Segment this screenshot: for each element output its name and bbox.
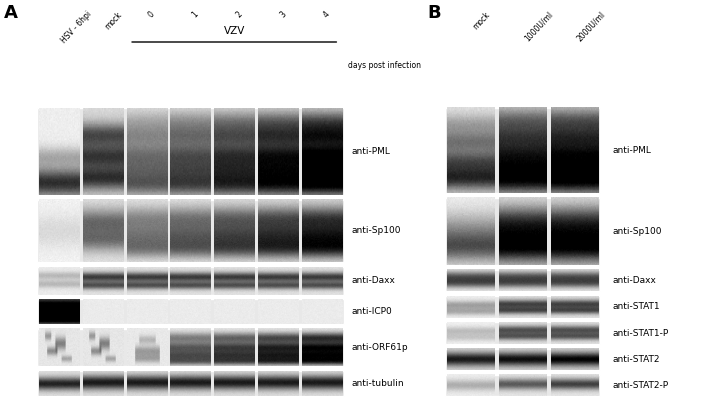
Bar xyxy=(37,200,343,262)
Text: anti-STAT2: anti-STAT2 xyxy=(613,355,660,364)
Text: 2000U/ml: 2000U/ml xyxy=(575,10,606,43)
Bar xyxy=(445,348,600,370)
Text: 1: 1 xyxy=(190,10,200,20)
Bar xyxy=(445,198,600,265)
Text: HSV - 6hpi: HSV - 6hpi xyxy=(59,10,93,46)
Text: anti-ORF61p: anti-ORF61p xyxy=(352,343,408,352)
Text: mock: mock xyxy=(103,10,124,31)
Bar xyxy=(445,375,600,396)
Text: A: A xyxy=(4,4,18,22)
Text: 3: 3 xyxy=(278,10,288,20)
Text: 1000U/ml: 1000U/ml xyxy=(523,10,554,43)
Bar xyxy=(37,108,343,195)
Bar xyxy=(37,329,343,366)
Text: days post infection: days post infection xyxy=(348,62,420,70)
Text: anti-Sp100: anti-Sp100 xyxy=(613,227,662,236)
Text: 2: 2 xyxy=(234,10,244,20)
Bar xyxy=(37,371,343,396)
Text: anti-STAT1-P: anti-STAT1-P xyxy=(613,328,669,338)
Text: anti-Daxx: anti-Daxx xyxy=(613,276,657,285)
Bar xyxy=(445,296,600,318)
Bar xyxy=(37,300,343,324)
Text: anti-Sp100: anti-Sp100 xyxy=(352,226,401,235)
Bar xyxy=(445,270,600,292)
Text: VZV: VZV xyxy=(223,26,245,36)
Bar xyxy=(37,267,343,295)
Text: mock: mock xyxy=(471,10,492,31)
Text: B: B xyxy=(427,4,441,22)
Text: anti-PML: anti-PML xyxy=(352,147,391,156)
Bar xyxy=(445,108,600,193)
Text: anti-PML: anti-PML xyxy=(613,146,652,155)
Text: anti-Daxx: anti-Daxx xyxy=(352,276,396,285)
Text: 0: 0 xyxy=(147,10,156,20)
Bar xyxy=(445,322,600,344)
Text: 4: 4 xyxy=(322,10,332,20)
Text: anti-STAT1: anti-STAT1 xyxy=(613,302,660,311)
Text: anti-tubulin: anti-tubulin xyxy=(352,379,405,388)
Text: anti-ICP0: anti-ICP0 xyxy=(352,307,392,316)
Text: anti-STAT2-P: anti-STAT2-P xyxy=(613,381,669,390)
